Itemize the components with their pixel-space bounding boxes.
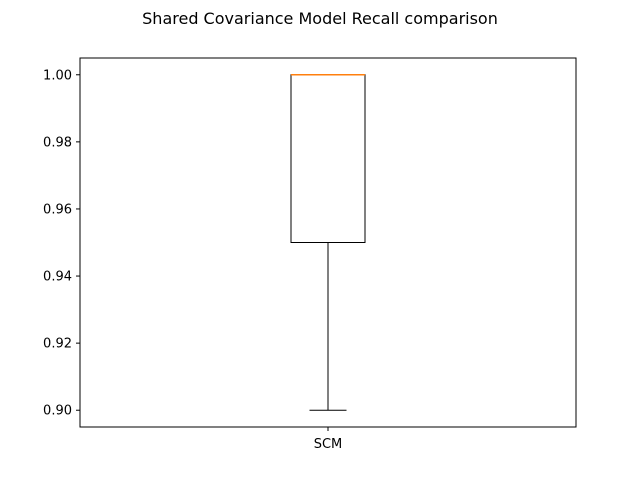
x-tick-label: SCM	[314, 437, 343, 452]
y-tick-label: 0.92	[43, 337, 72, 352]
plot-frame	[79, 57, 577, 428]
x-axis: SCM	[314, 427, 343, 452]
y-axis: 0.90 0.92 0.94 0.96 0.98 1.00	[43, 68, 80, 419]
y-tick-label: 0.96	[43, 202, 72, 217]
y-tick-label: 0.90	[43, 404, 72, 419]
box-group	[290, 74, 366, 411]
y-tick-label: 0.94	[43, 270, 72, 285]
box-marks	[290, 74, 366, 411]
y-tick-label: 1.00	[43, 68, 72, 83]
chart-title: Shared Covariance Model Recall compariso…	[142, 9, 498, 28]
y-tick-label: 0.98	[43, 135, 72, 150]
